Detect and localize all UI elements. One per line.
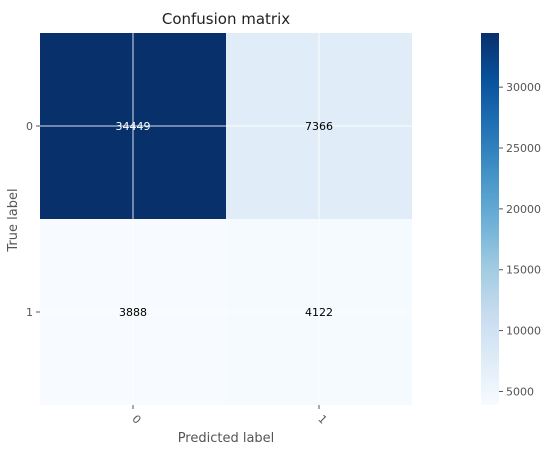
colorbar-ticks: 5000 10000 15000 20000 25000 30000 [499, 81, 541, 398]
x-tick-label: 0 [129, 412, 143, 426]
heatmap-grid [40, 33, 412, 405]
cell-value-label: 7366 [305, 120, 333, 133]
colorbar: 5000 10000 15000 20000 25000 30000 [481, 33, 541, 405]
y-tick-label: 1 [26, 306, 33, 319]
colorbar-tick-label: 25000 [506, 142, 541, 155]
colorbar-gradient [481, 33, 499, 405]
y-axis-label: True label [6, 188, 21, 252]
chart-title: Confusion matrix [162, 10, 290, 28]
heatmap-cells [40, 33, 412, 405]
y-axis-ticks: 01 [26, 120, 40, 319]
x-tick-label: 1 [315, 412, 329, 426]
colorbar-tick-label: 10000 [506, 325, 541, 338]
heatmap-value-labels: 34449 7366 3888 4122 [116, 120, 334, 319]
x-axis-label: Predicted label [178, 431, 275, 446]
colorbar-tick-label: 30000 [506, 81, 541, 94]
cell-value-label: 4122 [305, 306, 333, 319]
colorbar-tick-label: 15000 [506, 264, 541, 277]
colorbar-tick-label: 20000 [506, 203, 541, 216]
colorbar-tick-label: 5000 [506, 385, 534, 398]
cell-value-label: 34449 [116, 120, 151, 133]
cell-value-label: 3888 [119, 306, 147, 319]
y-tick-label: 0 [26, 120, 33, 133]
